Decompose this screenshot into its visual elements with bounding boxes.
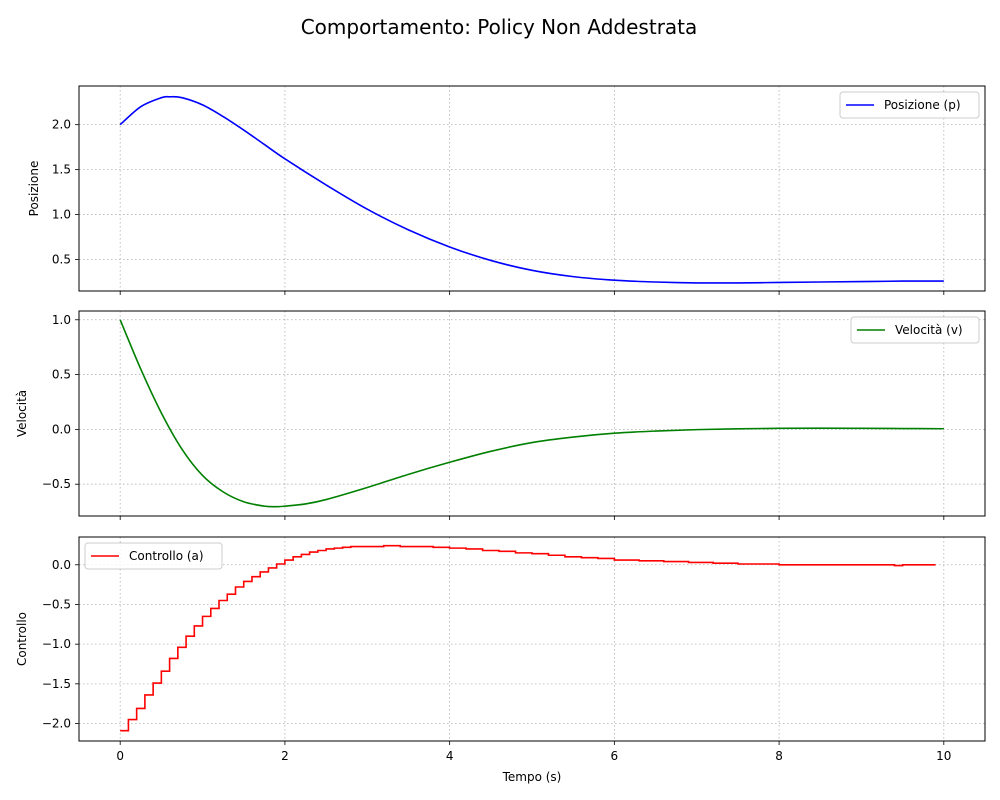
x-axis-title: Tempo (s) — [502, 770, 562, 784]
figure-title: Comportamento: Policy Non Addestrata — [301, 15, 698, 39]
y-tick-label: −1.5 — [42, 677, 71, 691]
legend-frame — [850, 316, 980, 344]
y-tick-label: 1.0 — [52, 208, 71, 222]
legend: Posizione (p) — [839, 91, 980, 119]
legend: Controllo (a) — [84, 542, 223, 570]
legend-frame — [84, 542, 223, 570]
y-tick-label: −1.0 — [42, 637, 71, 651]
y-tick-label: 2.0 — [52, 118, 71, 132]
x-tick-label: 6 — [611, 749, 619, 763]
y-tick-label: −2.0 — [42, 717, 71, 731]
y-tick-label: 1.0 — [52, 313, 71, 327]
legend-label: Posizione (p) — [884, 98, 961, 112]
legend-frame — [839, 91, 980, 119]
series-line-1 — [119, 319, 944, 508]
subplot-3: 0 2 4 6 8 10 −2.0 −1.5 −1.0 −0.5 0.0 Controllo Tempo… — [15, 536, 986, 784]
y-tick-label: 0.5 — [52, 253, 71, 267]
x-tick-label: 0 — [116, 749, 124, 763]
axes-frame — [78, 536, 986, 742]
y-axis-title: Velocità — [15, 390, 29, 437]
x-tick-label: 4 — [446, 749, 454, 763]
subplot-1: 0.5 1.0 1.5 2.0 Posizione Posizione (p) — [27, 85, 986, 295]
y-tick-label: 0.0 — [52, 558, 71, 572]
y-tick-label: 0.0 — [52, 422, 71, 436]
y-tick-label: 0.5 — [52, 368, 71, 382]
series-line-1 — [119, 95, 944, 284]
series-line-1 — [120, 544, 936, 732]
x-tick-label: 2 — [281, 749, 289, 763]
x-tick-label: 8 — [775, 749, 783, 763]
y-axis-title: Posizione — [27, 161, 41, 217]
y-tick-label: −0.5 — [42, 477, 71, 491]
x-tick-label: 10 — [936, 749, 951, 763]
y-tick-label: −0.5 — [42, 597, 71, 611]
y-axis-title: Controllo — [15, 612, 29, 666]
axes-frame — [78, 85, 986, 292]
legend-label: Velocità (v) — [895, 323, 963, 337]
legend: Velocità (v) — [850, 316, 980, 344]
legend-label: Controllo (a) — [129, 549, 204, 563]
subplots: 0.5 1.0 1.5 2.0 Posizione Posizione (p) −0.5 0.… — [15, 85, 986, 784]
subplot-2: −0.5 0.0 0.5 1.0 Velocità Velocità (v) — [15, 310, 986, 520]
y-tick-label: 1.5 — [52, 163, 71, 177]
axes-frame — [78, 310, 986, 517]
